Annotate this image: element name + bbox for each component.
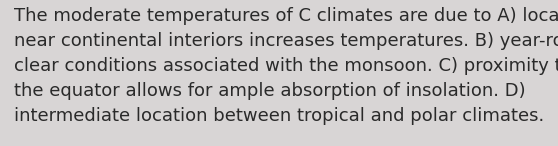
- Text: The moderate temperatures of C climates are due to A) location
near continental : The moderate temperatures of C climates …: [14, 7, 558, 125]
